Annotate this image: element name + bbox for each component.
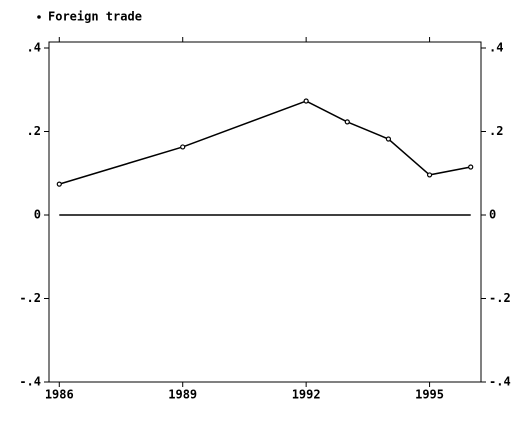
y-tick-label: .2 (27, 124, 41, 138)
y2-tick-label: .4 (489, 41, 503, 55)
y-tick-label: -.4 (19, 375, 41, 389)
y2-tick-label: -.2 (489, 291, 511, 305)
legend-label: Foreign trade (48, 10, 142, 24)
x-tick-label: 1995 (415, 388, 444, 402)
x-tick-label: 1992 (292, 388, 321, 402)
y2-tick-label: 0 (489, 208, 496, 222)
y-tick-label: -.2 (19, 291, 41, 305)
point (344, 119, 350, 125)
legend-marker (37, 15, 41, 19)
y-tick-label: .4 (27, 41, 41, 55)
point (385, 136, 392, 142)
plot-frame (48, 41, 482, 383)
point (180, 144, 186, 150)
y2-tick-label: .2 (489, 124, 503, 138)
series-line (59, 100, 471, 185)
point (468, 164, 474, 170)
point (426, 172, 433, 178)
point (56, 181, 62, 187)
y-tick-label: 0 (34, 208, 41, 222)
y2-tick-label: -.4 (489, 375, 511, 389)
point (303, 98, 309, 104)
x-tick-label: 1989 (168, 388, 197, 402)
x-tick-label: 1986 (45, 388, 74, 402)
